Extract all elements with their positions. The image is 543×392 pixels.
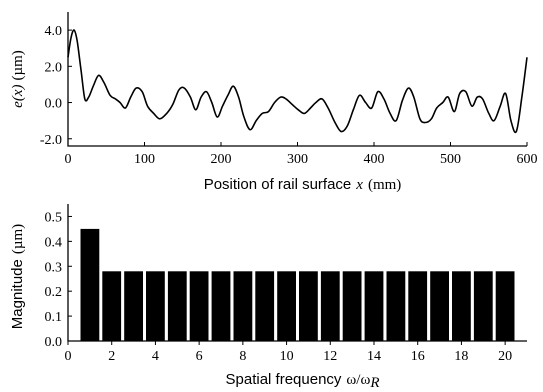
bar-10 (277, 271, 296, 341)
top-x-axis-text: Position of rail surface (204, 176, 352, 193)
bottom-x-tick-label-1: 2 (108, 349, 115, 364)
bar-12 (320, 271, 340, 341)
bottom-y-axis-text: Magnitude (9, 259, 26, 329)
top-axes (67, 12, 527, 147)
bar-19 (473, 271, 493, 341)
bottom-x-tick-label-7: 14 (367, 349, 381, 364)
bar-20 (495, 271, 515, 341)
bar-5 (167, 271, 187, 341)
top-y-axis-unit: (µm) (10, 50, 26, 80)
bottom-x-axis-subscript: R (369, 375, 379, 391)
top-y-tick-label-3: 4.0 (45, 24, 63, 39)
top-y-axis-var: e(x) (10, 85, 26, 108)
bar-17 (430, 271, 449, 341)
bottom-x-tick-label-9: 18 (454, 349, 468, 364)
bottom-x-tick-label-8: 16 (411, 349, 425, 364)
top-x-tick-label-0: 0 (65, 152, 72, 167)
top-x-tick-label-1: 100 (134, 152, 155, 167)
bottom-x-tick-label-5: 10 (280, 349, 294, 364)
top-x-tick-label-5: 500 (440, 152, 461, 167)
bar-11 (299, 271, 318, 341)
bottom-x-tick-label-10: 20 (498, 349, 512, 364)
bottom-y-tick-label-4: 0.4 (45, 235, 63, 250)
bar-6 (189, 271, 209, 341)
top-x-tick-label-2: 200 (211, 152, 232, 167)
bar-16 (408, 271, 428, 341)
top-x-axis-var: x (355, 177, 363, 193)
bar-14 (364, 271, 384, 341)
bar-18 (452, 271, 471, 341)
bottom-y-tick-label-5: 0.5 (45, 210, 63, 225)
bottom-y-tick-label-2: 0.2 (45, 285, 63, 300)
bar-8 (233, 271, 253, 341)
bottom-x-axis-label: Spatial frequency ω/ωR (226, 371, 380, 391)
top-y-tick-label-2: 2.0 (45, 60, 63, 75)
top-x-tick-label-3: 300 (287, 152, 308, 167)
bar-2 (102, 271, 122, 341)
top-x-ticks: 0 100 200 300 400 500 600 (65, 142, 538, 167)
bottom-x-tick-label-4: 8 (239, 349, 246, 364)
bottom-x-axis-text: Spatial frequency (226, 371, 342, 388)
top-y-tick-label-1: 0.0 (45, 97, 63, 112)
bar-13 (342, 271, 362, 341)
bar-15 (386, 271, 406, 341)
bottom-y-tick-label-3: 0.3 (45, 260, 63, 275)
top-x-axis-unit: (mm) (368, 177, 401, 193)
bottom-y-tick-label-1: 0.1 (45, 310, 63, 325)
bottom-x-tick-label-6: 12 (323, 349, 337, 364)
magnitude-bars (80, 228, 515, 341)
bar-7 (211, 271, 231, 341)
top-x-tick-label-6: 600 (517, 152, 538, 167)
bar-3 (124, 271, 143, 341)
bottom-x-tick-label-0: 0 (65, 349, 72, 364)
bottom-bar-chart: 0 2 4 6 8 10 12 14 16 18 20 0.0 0.1 0.2 0.3 0.4 0.5 Mag… (9, 204, 527, 391)
bottom-y-tick-label-0: 0.0 (45, 335, 63, 350)
bottom-y-ticks: 0.0 0.1 0.2 0.3 0.4 0.5 (45, 210, 72, 350)
roughness-line (67, 29, 528, 134)
bottom-x-tick-label-3: 6 (196, 349, 203, 364)
top-line-chart: 0 100 200 300 400 500 600 -2.0 0.0 2.0 4.0 e(x) (µ… (10, 12, 538, 193)
bottom-y-axis-unit: (µm) (10, 224, 26, 254)
top-y-tick-label-0: -2.0 (40, 133, 62, 148)
top-y-axis-label: e(x) (µm) (10, 50, 26, 108)
bar-9 (255, 271, 275, 341)
bar-1 (80, 228, 100, 341)
bottom-x-ticks: 0 2 4 6 8 10 12 14 16 18 20 (65, 341, 512, 364)
top-x-axis-label: Position of rail surface x (mm) (204, 176, 402, 193)
bottom-y-axis-label: Magnitude (µm) (9, 224, 26, 329)
bar-4 (146, 271, 165, 341)
bottom-x-tick-label-2: 4 (152, 349, 159, 364)
bottom-axes (67, 204, 527, 342)
top-x-tick-label-4: 400 (364, 152, 385, 167)
top-y-ticks: -2.0 0.0 2.0 4.0 (40, 24, 72, 148)
bottom-x-axis-symbol: ω/ω (346, 372, 370, 388)
